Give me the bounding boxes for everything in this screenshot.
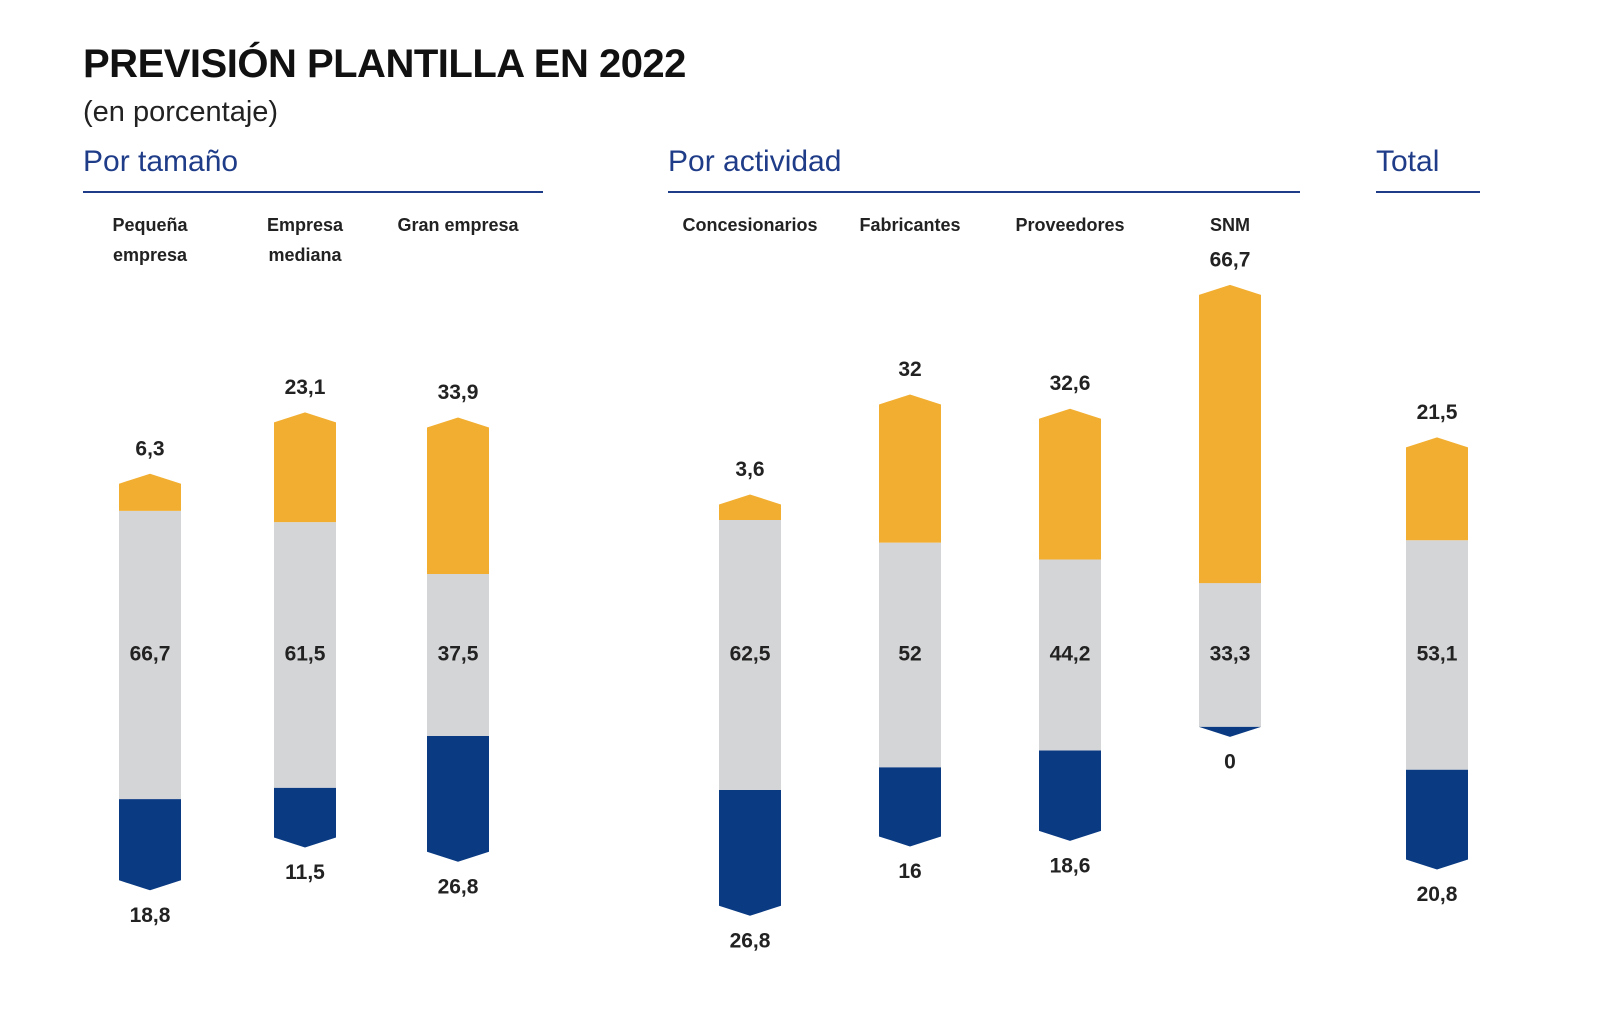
segment-down [1406,769,1468,870]
value-label: 23,1 [285,376,326,399]
segment-up [1039,408,1101,560]
segment-down [274,787,336,848]
segment-down [1199,726,1261,737]
segment-down [1039,750,1101,841]
segment-down [879,767,941,847]
category-label: Gran empresa [397,215,519,235]
value-label: 32 [898,358,921,381]
value-label: 26,8 [730,929,771,952]
value-label: 18,6 [1050,854,1091,877]
panel-title: Por tamaño [83,145,239,178]
segment-same [274,522,336,788]
value-label: 33,3 [1210,643,1251,666]
segment-up [879,394,941,543]
category-label: Fabricantes [859,215,961,235]
segment-up [1406,437,1468,541]
panel-title: Total [1376,145,1440,178]
category-label: Pequeña empresa [112,215,188,265]
value-label: 11,5 [285,861,325,884]
segment-down [119,799,181,891]
category-label: Empresa mediana [266,215,344,265]
value-label: 3,6 [735,458,764,481]
value-label: 33,9 [438,381,479,404]
segment-same [1199,583,1261,727]
segment-down [719,790,781,916]
segment-same [879,542,941,768]
segment-up [274,412,336,523]
value-label: 66,7 [1210,248,1251,271]
value-label: 37,5 [438,643,479,666]
panel-title: Por actividad [668,145,842,178]
value-label: 53,1 [1417,643,1458,666]
segment-same [119,510,181,800]
value-label: 6,3 [135,437,164,460]
value-label: 52 [898,643,921,666]
value-label: 0 [1224,750,1236,773]
segment-same [427,574,489,736]
category-label: Proveedores [1015,215,1125,235]
value-label: 20,8 [1417,883,1458,906]
segment-up [427,417,489,574]
value-label: 16 [898,860,921,883]
segment-same [1406,540,1468,770]
value-label: 18,8 [130,904,171,927]
value-label: 44,2 [1050,643,1091,666]
value-label: 62,5 [730,643,771,666]
value-label: 66,7 [130,643,171,666]
value-label: 32,6 [1050,372,1091,395]
subtitle: (en porcentaje) [83,96,279,128]
segment-up [119,473,181,511]
segment-down [427,736,489,862]
value-label: 61,5 [285,643,326,666]
category-label: Concesionarios [682,215,818,235]
title: PREVISIÓN PLANTILLA EN 2022 [83,42,686,86]
segment-same [719,520,781,790]
category-label: SNM [1210,215,1250,235]
segment-same [1039,559,1101,751]
value-label: 26,8 [438,875,479,898]
value-label: 21,5 [1417,401,1458,424]
segment-up [719,494,781,520]
segment-up [1199,284,1261,584]
